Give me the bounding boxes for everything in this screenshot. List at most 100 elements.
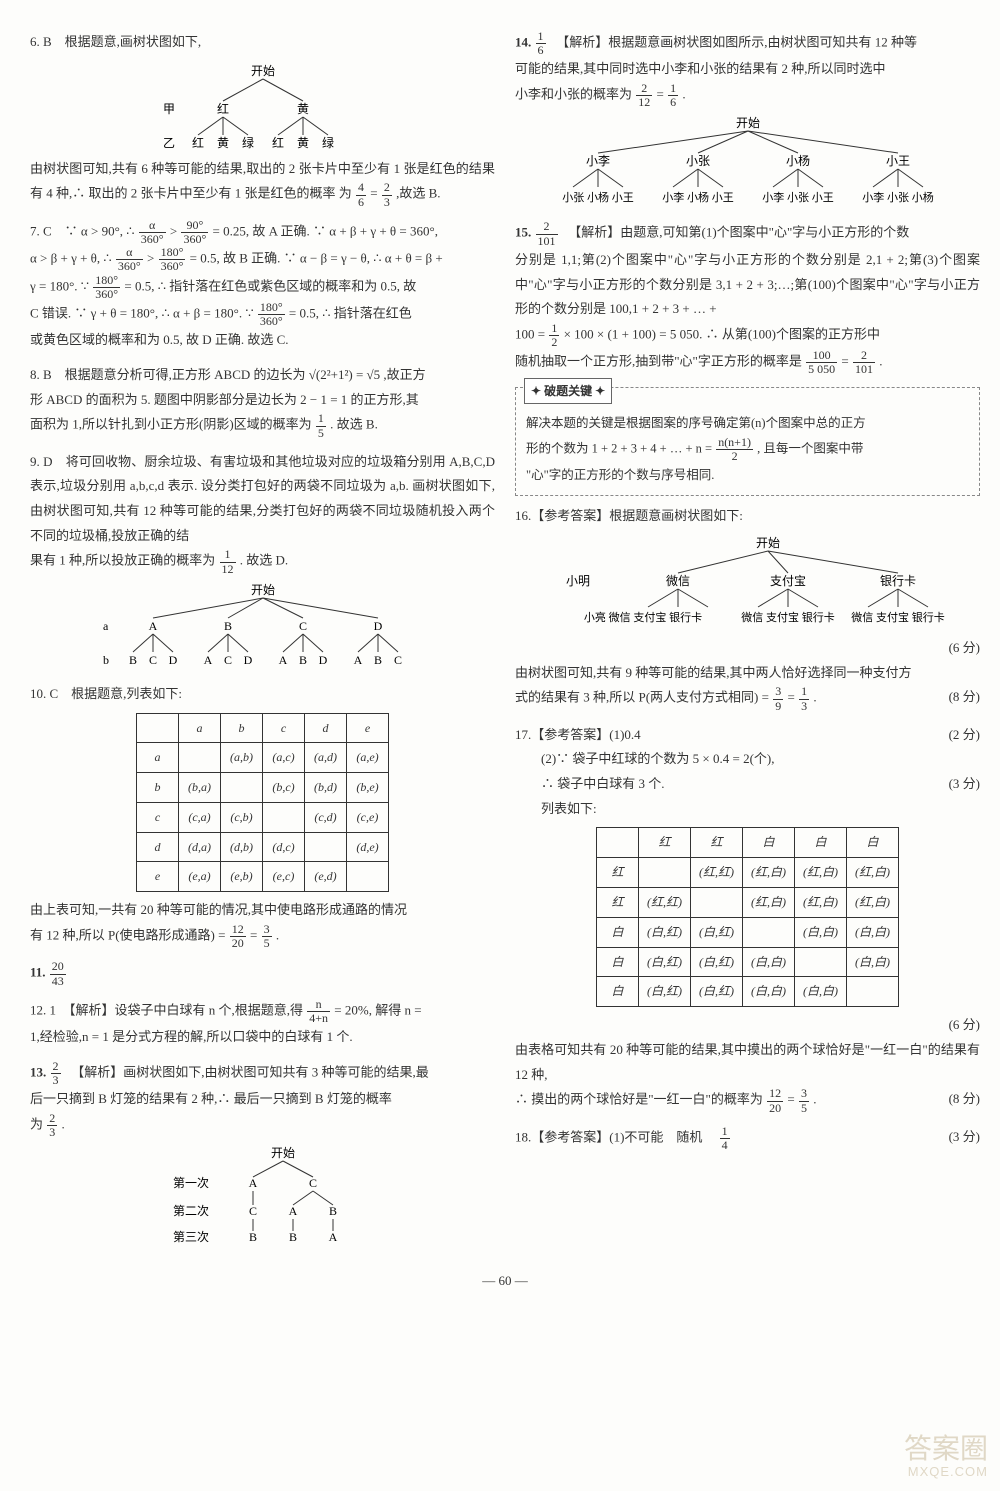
q8-l3a: 面积为 1,所以针扎到小正方形(阴影)区域的概率为 <box>30 417 315 432</box>
cell: c <box>137 802 179 832</box>
cell: a <box>137 743 179 773</box>
q7: 7. C ∵ α > 90°, ∴ α360° > 90°360° = 0.25… <box>30 219 495 353</box>
svg-text:a: a <box>103 619 109 633</box>
svg-text:A: A <box>148 619 157 633</box>
cell: e <box>137 862 179 892</box>
c <box>639 858 691 888</box>
c <box>691 888 743 918</box>
frac-1-4: 14 <box>720 1125 730 1152</box>
svg-text:A: A <box>248 1176 257 1190</box>
q6-tree: 开始 甲 红 黄 乙 红 黄 绿 红 黄 绿 <box>30 61 495 151</box>
frac-2-101b: 2101 <box>853 349 875 376</box>
svg-text:乙: 乙 <box>163 136 175 150</box>
c <box>847 977 899 1007</box>
q15-l4b: = <box>841 354 852 369</box>
q12-l1b: = 20%, 解得 n = <box>334 1002 421 1017</box>
frac-20-43: 2043 <box>50 960 66 987</box>
h: 白 <box>847 828 899 858</box>
q16-head: 16.【参考答案】根据题意画树状图如下: <box>515 508 743 523</box>
q10-f1: 由上表可知,一共有 20 种等可能的情况,其中使电路形成通路的情况 <box>30 902 407 917</box>
c: 红 <box>597 888 639 918</box>
frac-180-360: 180°360° <box>159 246 186 273</box>
h: 白 <box>795 828 847 858</box>
q16-tree: 开始 小明 微信 支付宝 银行卡 小亮 微信 支付宝 银行卡 微信 支付宝 银行… <box>515 535 980 630</box>
q15: 15. 2101 【解析】由题意,可知第(1)个图案中"心"字与小正方形的个数 … <box>515 220 980 376</box>
frac-180-360c: 180°360° <box>258 301 285 328</box>
svg-text:D: D <box>168 653 177 667</box>
q17-f2c: . <box>813 1092 816 1107</box>
svg-text:C: C <box>248 1204 256 1218</box>
page-number: — 60 — <box>30 1269 980 1294</box>
cell: (b,e) <box>347 773 389 803</box>
frac-a-360b: α360° <box>116 246 143 273</box>
frac-100-5050: 1005 050 <box>806 349 837 376</box>
cell: (d,c) <box>263 832 305 862</box>
svg-text:A: A <box>278 653 287 667</box>
q17: 17.【参考答案】(1)0.4 (2 分) (2)∵ 袋子中红球的个数为 5 ×… <box>515 723 980 1115</box>
cell: (a,c) <box>263 743 305 773</box>
q16-s2: (8 分) <box>949 685 980 710</box>
kb-b1: 解决本题的关键是根据图案的序号确定第(n)个图案中总的正方 <box>526 416 866 430</box>
q17-f1: 由表格可知共有 20 种等可能的结果,其中摸出的两个球恰好是"一红一白"的结果有… <box>515 1042 980 1082</box>
svg-text:小李: 小李 <box>585 153 609 168</box>
frac-12-20: 1220 <box>230 923 246 950</box>
frac-2-3: 23 <box>382 181 392 208</box>
svg-text:黄: 黄 <box>216 136 228 150</box>
cell: (e,a) <box>179 862 221 892</box>
frac-2-101: 2101 <box>536 220 558 247</box>
frac-3-9: 39 <box>773 685 783 712</box>
c: (白,白) <box>847 947 899 977</box>
q11-num: 11. <box>30 965 49 980</box>
svg-text:黄: 黄 <box>296 136 308 150</box>
q8-l2: 形 ABCD 的面积为 5. 题图中阴影部分是边长为 2 − 1 = 1 的正方… <box>30 392 419 407</box>
svg-text:甲: 甲 <box>163 102 175 116</box>
q9-tree-svg: 开始 a A B C D b BCD ACD <box>93 582 433 672</box>
q13-l1a: 13. <box>30 1064 50 1079</box>
q17-l4: 列表如下: <box>515 797 980 822</box>
q17-l1: 17.【参考答案】(1)0.4 <box>515 727 641 742</box>
q17-s4: (8 分) <box>949 1087 980 1112</box>
q10-h2: b <box>221 713 263 743</box>
q10-h1: a <box>179 713 221 743</box>
q10-f2b: = <box>250 928 261 943</box>
svg-text:支付宝: 支付宝 <box>769 574 805 588</box>
cell <box>305 832 347 862</box>
frac-12-20b: 1220 <box>767 1087 783 1114</box>
q7-l1a: 7. C ∵ α > 90°, ∴ <box>30 223 138 238</box>
q10-h4: d <box>305 713 347 743</box>
q15-l4a: 随机抽取一个正方形,抽到带"心"字正方形的概率是 <box>515 354 805 369</box>
q15-l3a: 100 = <box>515 327 548 342</box>
q12-l1a: 12. 1 【解析】设袋子中白球有 n 个,根据题意,得 <box>30 1002 306 1017</box>
q12: 12. 1 【解析】设袋子中白球有 n 个,根据题意,得 n4+n = 20%,… <box>30 998 495 1050</box>
frac-4-6: 46 <box>356 181 366 208</box>
q7-l1c: = 0.25, 故 A 正确. ∵ α + β + γ + θ = 360°, <box>213 223 438 238</box>
c: (白,红) <box>691 917 743 947</box>
q7-l3a: γ = 180°. ∵ <box>30 278 92 293</box>
svg-text:开始: 开始 <box>250 583 274 597</box>
q13-l3a: 为 <box>30 1117 46 1132</box>
watermark-sub: MXQE.COM <box>904 1465 988 1479</box>
frac-1-6b: 16 <box>668 82 678 109</box>
cell: (e,b) <box>221 862 263 892</box>
c: (白,白) <box>795 977 847 1007</box>
svg-text:C: C <box>298 619 306 633</box>
svg-text:C: C <box>308 1176 316 1190</box>
svg-text:B: B <box>248 1230 256 1244</box>
svg-text:A: A <box>353 653 362 667</box>
frac-3-5b: 35 <box>799 1087 809 1114</box>
q6-tree-svg: 开始 甲 红 黄 乙 红 黄 绿 红 黄 绿 <box>153 61 373 151</box>
c: (红,白) <box>795 858 847 888</box>
c: 白 <box>597 947 639 977</box>
cell: (d,e) <box>347 832 389 862</box>
frac-1-5: 15 <box>316 412 326 439</box>
q7-l4b: = 0.5, ∴ 指针落在红色 <box>289 306 412 321</box>
q15-l2: 分别是 1,1;第(2)个图案中"心"字与小正方形的个数分别是 2,1 + 2;… <box>515 252 980 316</box>
frac-1-3: 13 <box>799 685 809 712</box>
svg-text:微信 支付宝 银行卡: 微信 支付宝 银行卡 <box>851 610 945 624</box>
q8-l1: 8. B 根据题意分析可得,正方形 ABCD 的边长为 √(2²+1²) = √… <box>30 367 426 382</box>
svg-text:小李 小张 小杨: 小李 小张 小杨 <box>862 190 934 204</box>
svg-text:A: A <box>328 1230 337 1244</box>
right-column: 14. 16 【解析】根据题意画树状图如图所示,由树状图可知共有 12 种等 可… <box>515 30 980 1255</box>
cell: (b,c) <box>263 773 305 803</box>
q17-f2a: ∴ 摸出的两个球恰好是"一红一白"的概率为 <box>515 1092 766 1107</box>
